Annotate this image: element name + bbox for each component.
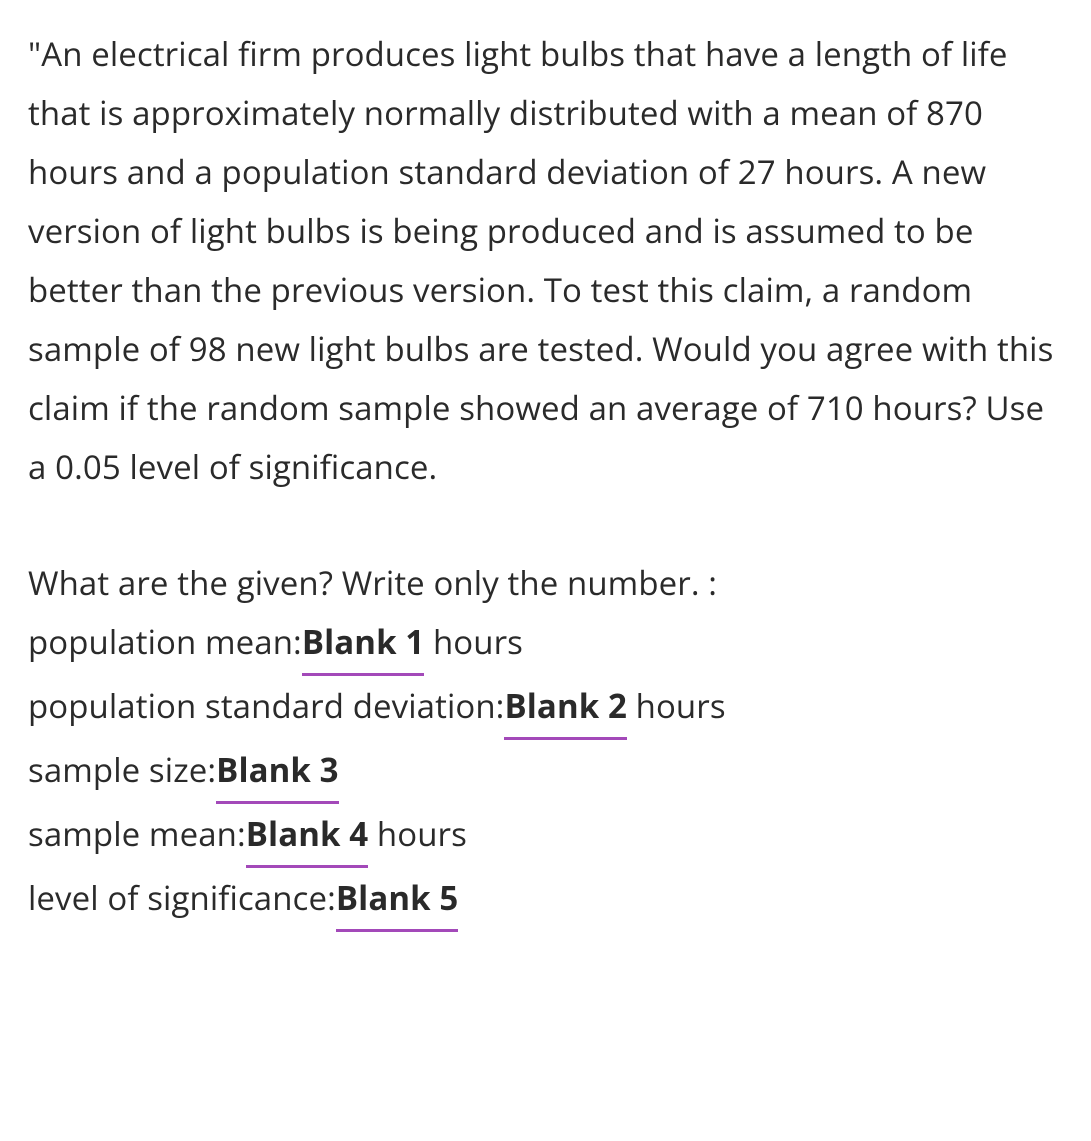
row-sample-mean: sample mean:Blank 4 hours — [28, 804, 1063, 868]
question-intro: What are the given? Write only the numbe… — [28, 553, 1063, 612]
label-population-sd: population standard deviation: — [28, 683, 504, 728]
row-population-sd: population standard deviation:Blank 2 ho… — [28, 676, 1063, 740]
blank-5[interactable]: Blank 5 — [336, 868, 458, 932]
label-population-mean: population mean: — [28, 619, 302, 664]
problem-statement: "An electrical firm produces light bulbs… — [28, 24, 1063, 497]
row-population-mean: population mean:Blank 1 hours — [28, 612, 1063, 676]
row-significance: level of significance:Blank 5 — [28, 868, 1063, 932]
label-sample-size: sample size: — [28, 747, 216, 792]
suffix-sample-mean: hours — [368, 811, 467, 856]
blank-4[interactable]: Blank 4 — [246, 804, 368, 868]
question-block: What are the given? Write only the numbe… — [28, 553, 1063, 932]
label-sample-mean: sample mean: — [28, 811, 246, 856]
blank-3[interactable]: Blank 3 — [216, 740, 338, 804]
suffix-population-sd: hours — [627, 683, 726, 728]
document-page: "An electrical firm produces light bulbs… — [0, 0, 1091, 962]
suffix-population-mean: hours — [424, 619, 523, 664]
blank-1[interactable]: Blank 1 — [302, 612, 424, 676]
label-significance: level of significance: — [28, 875, 336, 920]
row-sample-size: sample size:Blank 3 — [28, 740, 1063, 804]
blank-2[interactable]: Blank 2 — [504, 676, 626, 740]
